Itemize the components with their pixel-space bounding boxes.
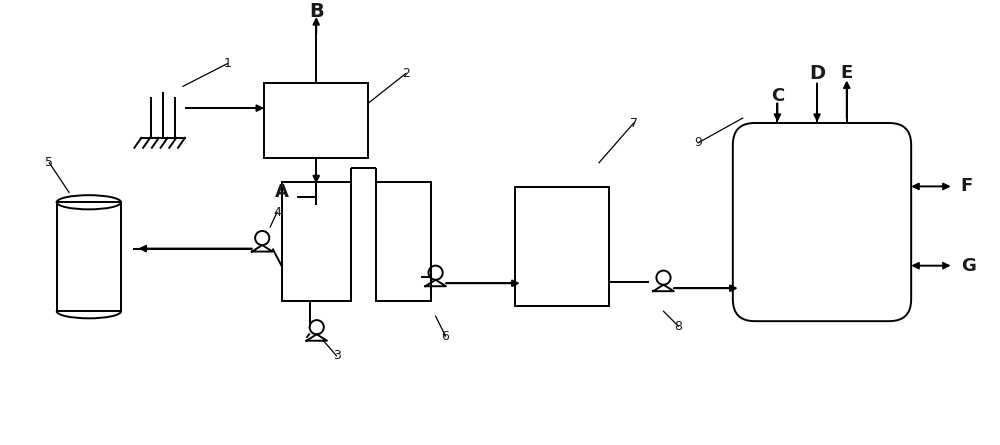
Bar: [264, 83, 368, 158]
Text: 6: 6: [442, 329, 449, 343]
Text: 7: 7: [630, 117, 638, 129]
Text: 9: 9: [694, 136, 702, 150]
Text: 8: 8: [674, 320, 682, 332]
Text: 1: 1: [224, 57, 231, 70]
Text: 3: 3: [333, 349, 340, 362]
Text: B: B: [309, 1, 324, 20]
Text: E: E: [841, 65, 853, 82]
Text: G: G: [961, 257, 976, 275]
Text: D: D: [809, 64, 825, 83]
Bar: [376, 182, 431, 301]
Text: 5: 5: [45, 156, 53, 169]
Text: A: A: [275, 183, 289, 201]
Bar: [515, 187, 609, 306]
Text: C: C: [771, 87, 784, 105]
Text: F: F: [961, 178, 973, 195]
Text: 4: 4: [273, 206, 281, 218]
Bar: [57, 202, 121, 311]
Text: 2: 2: [402, 67, 410, 80]
Bar: [282, 182, 351, 301]
